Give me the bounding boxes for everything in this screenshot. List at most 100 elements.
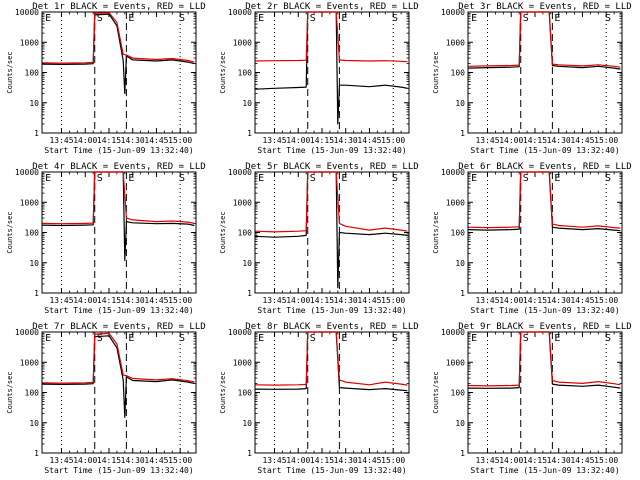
marker-label: S [97,173,103,184]
marker-label: E [45,333,51,344]
y-tick-label: 10000 [228,8,252,17]
x-axis-label: Start Time (15-Jun-09 13:32:40) [257,466,406,475]
chart-panel-6: Det 6r BLACK = Events, RED = LLD Counts/s… [432,162,632,315]
x-axis-label: Start Time (15-Jun-09 13:32:40) [470,306,619,315]
chart-title: Det 5r BLACK = Events, RED = LLD [245,162,418,172]
x-tick-label: 15:00 [594,456,618,465]
plot-frame [41,331,197,454]
y-tick-label: 1 [460,129,465,138]
chart-panel-9: Det 9r BLACK = Events, RED = LLD Counts/s… [432,322,632,475]
marker-label: E [341,13,347,24]
marker-label: S [97,13,103,24]
x-axis-label: Start Time (15-Jun-09 13:32:40) [44,146,193,155]
x-tick-label: 13:45 [49,136,73,145]
x-tick-label: 13:45 [49,296,73,305]
y-axis-label: Counts/sec [219,51,227,93]
marker-label: S [605,173,611,184]
x-tick-label: 14:30 [121,296,145,305]
x-tick-label: 14:00 [499,296,523,305]
y-tick-label: 10 [455,259,465,268]
marker-label: E [128,333,134,344]
x-tick-label: 14:30 [334,456,358,465]
events-series-line [468,11,621,70]
y-tick-label: 1 [34,129,39,138]
x-tick-label: 13:45 [49,456,73,465]
x-tick-label: 14:15 [310,296,334,305]
y-tick-label: 1 [460,449,465,458]
x-tick-label: 14:00 [73,456,97,465]
y-tick-label: 10 [29,99,39,108]
y-tick-label: 1000 [20,38,39,47]
y-tick-label: 10 [455,99,465,108]
x-tick-label: 14:15 [523,456,547,465]
y-tick-label: 100 [451,229,466,238]
plot-frame [254,171,410,294]
y-tick-label: 10000 [441,168,465,177]
y-tick-label: 10 [242,259,252,268]
y-tick-label: 1000 [233,358,252,367]
x-tick-label: 14:45 [570,456,594,465]
y-tick-label: 10 [29,259,39,268]
x-axis-label: Start Time (15-Jun-09 13:32:40) [470,466,619,475]
marker-label: S [392,333,398,344]
y-tick-label: 1000 [446,198,465,207]
chart-panel-3: Det 3r BLACK = Events, RED = LLD Counts/s… [432,2,632,155]
events-series-line [42,171,195,261]
x-tick-label: 14:15 [523,296,547,305]
x-tick-label: 14:30 [547,136,571,145]
lld-series-line [255,331,408,386]
y-axis-label: Counts/sec [6,371,14,413]
x-axis-label: Start Time (15-Jun-09 13:32:40) [44,306,193,315]
x-axis-label: Start Time (15-Jun-09 13:32:40) [470,146,619,155]
marker-label: E [258,173,264,184]
y-axis-label: Counts/sec [432,51,440,93]
marker-label: S [179,173,185,184]
chart-title: Det 8r BLACK = Events, RED = LLD [245,322,418,332]
plot-frame [467,11,623,134]
x-tick-label: 15:00 [168,136,192,145]
y-tick-label: 100 [238,389,253,398]
y-tick-label: 1000 [233,198,252,207]
y-tick-label: 1000 [446,38,465,47]
marker-label: S [605,13,611,24]
x-tick-label: 15:00 [168,456,192,465]
chart-title: Det 3r BLACK = Events, RED = LLD [458,2,631,12]
y-axis-label: Counts/sec [432,211,440,253]
x-tick-label: 14:45 [144,456,168,465]
marker-label: E [341,333,347,344]
x-tick-label: 15:00 [381,296,405,305]
x-tick-label: 15:00 [594,296,618,305]
y-tick-label: 10000 [15,8,39,17]
y-tick-label: 10 [29,419,39,428]
y-axis-label: Counts/sec [219,371,227,413]
y-tick-label: 1 [34,289,39,298]
x-tick-label: 15:00 [381,456,405,465]
x-tick-label: 14:30 [121,136,145,145]
plot-frame [41,171,197,294]
x-tick-label: 13:45 [475,296,499,305]
x-axis-label: Start Time (15-Jun-09 13:32:40) [257,306,406,315]
marker-label: E [128,173,134,184]
marker-label: E [554,333,560,344]
x-axis-label: Start Time (15-Jun-09 13:32:40) [257,146,406,155]
y-tick-label: 100 [238,69,253,78]
lld-series-line [42,332,195,384]
events-series-line [42,13,195,95]
y-tick-label: 100 [451,389,466,398]
y-tick-label: 10 [242,99,252,108]
chart-title: Det 9r BLACK = Events, RED = LLD [458,322,631,332]
x-tick-label: 14:00 [73,296,97,305]
x-tick-label: 14:30 [547,456,571,465]
marker-label: E [45,173,51,184]
marker-label: E [471,13,477,24]
lld-series-line [255,171,408,233]
marker-label: E [258,333,264,344]
y-tick-label: 1 [34,449,39,458]
lld-series-line [42,171,195,225]
y-tick-label: 1 [247,289,252,298]
y-tick-label: 10 [455,419,465,428]
x-tick-label: 14:45 [144,136,168,145]
marker-label: E [471,333,477,344]
events-series-line [255,11,408,125]
lld-series-line [42,12,195,64]
